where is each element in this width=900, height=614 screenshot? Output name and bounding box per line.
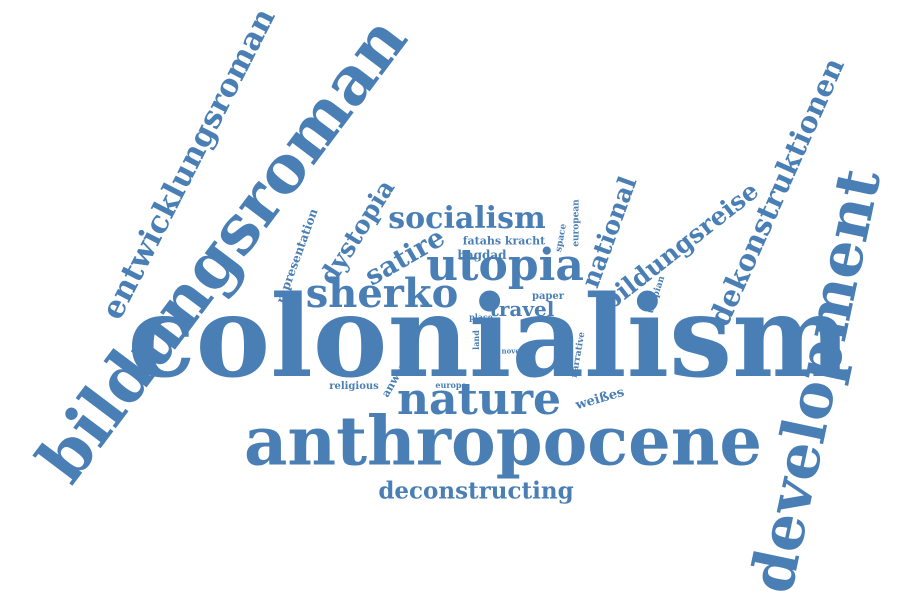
- word-land: land: [471, 330, 481, 350]
- word-novel: novel: [501, 346, 523, 356]
- word-colonialism: colonialism: [127, 272, 851, 403]
- word-travel: travel: [489, 297, 555, 321]
- word-bagdad: bagdad: [457, 248, 507, 262]
- word-utopia: utopia: [426, 240, 584, 291]
- word-deconstructing: deconstructing: [378, 477, 574, 505]
- word-religious: religious: [329, 381, 379, 392]
- word-nature: nature: [397, 374, 561, 425]
- word-place: place: [469, 312, 493, 322]
- word-europe: europe: [435, 380, 467, 390]
- word-socialism: socialism: [388, 201, 546, 236]
- word-sherko: sherko: [305, 270, 459, 317]
- word-anthropocene: anthropocene: [243, 401, 763, 481]
- word-european: european: [571, 199, 582, 247]
- word-fatahs-kracht: fatahs kracht: [462, 234, 546, 248]
- word-paper: paper: [531, 291, 565, 302]
